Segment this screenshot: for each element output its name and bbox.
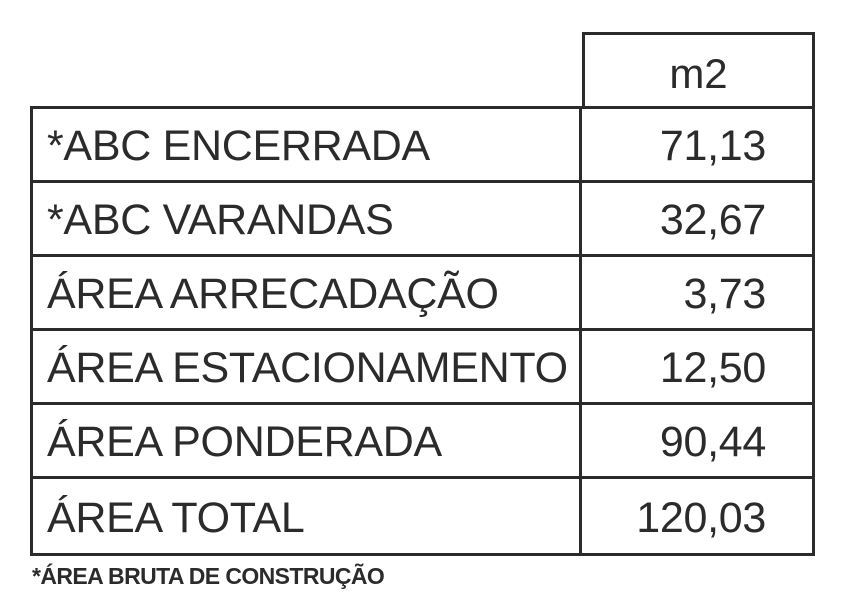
table-row: ÁREA PONDERADA 90,44 xyxy=(33,405,812,479)
table-row: ÁREA ESTACIONAMENTO 12,50 xyxy=(33,331,812,405)
row-label: ÁREA TOTAL xyxy=(33,479,582,553)
unit-header-cell: m2 xyxy=(582,32,815,109)
row-value: 90,44 xyxy=(659,418,766,466)
row-value: 120,03 xyxy=(636,493,766,542)
footnote: *ÁREA BRUTA DE CONSTRUÇÃO xyxy=(32,563,385,589)
area-table: *ABC ENCERRADA 71,13 *ABC VARANDAS 32,67… xyxy=(30,106,815,556)
row-value: 12,50 xyxy=(659,344,766,392)
row-label: *ABC ENCERRADA xyxy=(33,109,582,180)
row-value: 71,13 xyxy=(659,122,766,170)
row-value: 32,67 xyxy=(659,196,766,244)
row-label: ÁREA ESTACIONAMENTO xyxy=(33,331,582,402)
table-row: *ABC VARANDAS 32,67 xyxy=(33,183,812,257)
table-row: ÁREA TOTAL 120,03 xyxy=(33,479,812,553)
row-label: ÁREA PONDERADA xyxy=(33,405,582,476)
row-label: *ABC VARANDAS xyxy=(33,183,582,254)
row-label: ÁREA ARRECADAÇÃO xyxy=(33,257,582,328)
table-row: ÁREA ARRECADAÇÃO 3,73 xyxy=(33,257,812,331)
unit-header-label: m2 xyxy=(669,49,728,97)
table-row: *ABC ENCERRADA 71,13 xyxy=(33,109,812,183)
row-value: 3,73 xyxy=(683,270,767,318)
